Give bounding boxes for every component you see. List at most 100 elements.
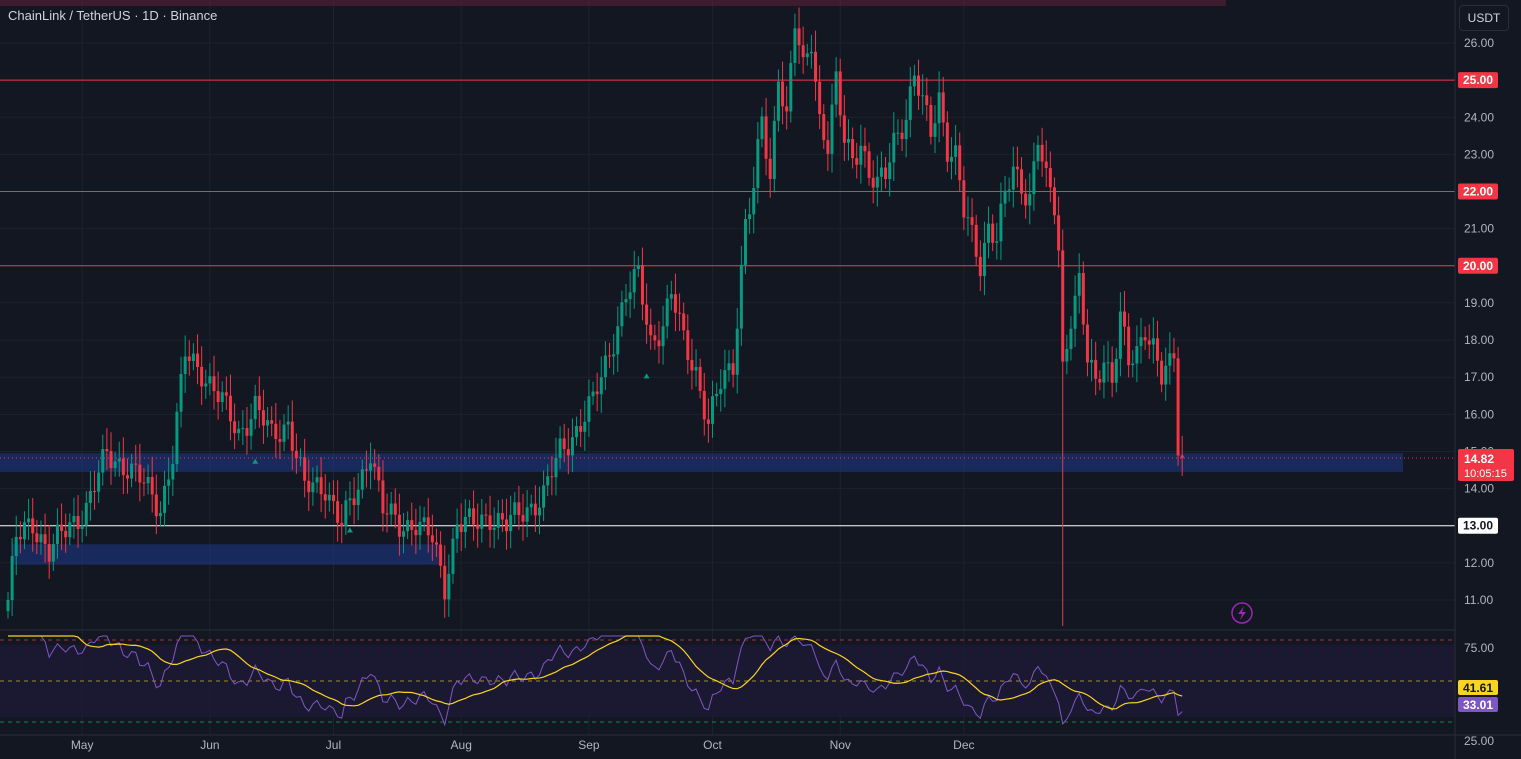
candle-body: [546, 476, 550, 486]
candle-body: [430, 535, 434, 543]
candle-body: [496, 513, 500, 528]
candle-body: [1024, 193, 1028, 206]
price-tick-label: 12.00: [1464, 556, 1494, 570]
price-tick-label: 24.00: [1464, 110, 1494, 124]
candle-body: [1057, 215, 1061, 251]
candle-body: [682, 313, 686, 331]
candle-body: [72, 516, 76, 523]
candle-body: [945, 122, 949, 162]
candle-body: [640, 265, 644, 305]
candle-body: [686, 330, 690, 360]
time-tick-label: Jun: [200, 738, 219, 752]
candle-body: [809, 51, 813, 54]
current-price-tag: 14.82 10:05:15: [1458, 449, 1514, 481]
candle-body: [785, 106, 789, 112]
candle-body: [389, 503, 393, 515]
candle-body: [1085, 324, 1089, 363]
candle-body: [307, 480, 311, 493]
candle-body: [51, 544, 55, 562]
candle-body: [822, 114, 826, 141]
candle-body: [1069, 328, 1073, 349]
candle-body: [303, 457, 307, 481]
candle-body: [488, 515, 492, 530]
candle-body: [933, 123, 937, 137]
candle-body: [575, 426, 579, 438]
rsi-ma-line: [8, 635, 1183, 710]
candle-body: [657, 340, 661, 347]
candle-body: [31, 518, 35, 534]
candle-body: [414, 529, 418, 536]
candle-body: [1048, 168, 1052, 188]
candle-body: [1176, 358, 1180, 456]
candle-body: [818, 81, 822, 115]
candle-body: [121, 458, 125, 476]
candle-body: [1077, 272, 1081, 296]
candle-body: [68, 522, 72, 538]
candle-body: [6, 600, 10, 612]
time-tick-label: May: [71, 738, 94, 752]
candle-body: [97, 472, 101, 492]
candle-body: [43, 534, 47, 545]
candle-body: [1036, 144, 1040, 162]
candle-body: [665, 298, 669, 327]
candle-body: [228, 395, 232, 422]
rsi-ma-tag: 41.61: [1458, 680, 1498, 695]
candle-body: [1131, 363, 1135, 366]
candle-body: [921, 95, 925, 97]
candle-body: [678, 312, 682, 314]
candle-body: [789, 63, 793, 112]
candle-body: [859, 145, 863, 165]
candle-body: [970, 217, 974, 225]
horizontal-levels: [0, 79, 1455, 527]
candle-body: [418, 521, 422, 536]
lightning-icon[interactable]: [1231, 602, 1253, 624]
candle-body: [1147, 340, 1151, 345]
candle-body: [101, 449, 105, 473]
candle-body: [645, 304, 649, 325]
candle-body: [311, 482, 315, 493]
time-axis: May Jun Jul Aug Sep Oct Nov Dec: [71, 738, 975, 752]
candle-body: [158, 512, 162, 517]
candle-body: [1160, 360, 1164, 385]
candle-body: [348, 498, 352, 501]
candle-body: [904, 119, 908, 139]
candle-body: [628, 292, 632, 300]
candle-body: [327, 494, 331, 501]
candle-body: [917, 75, 921, 96]
price-tick-label: 23.00: [1464, 147, 1494, 161]
candle-body: [204, 383, 208, 387]
candle-body: [385, 513, 389, 515]
candle-body: [200, 366, 204, 387]
candle-body: [748, 214, 752, 220]
candle-body: [999, 203, 1003, 242]
price-tick-label: 19.00: [1464, 296, 1494, 310]
candle-body: [579, 426, 583, 432]
candle-body: [344, 500, 348, 527]
candle-body: [801, 45, 805, 58]
candle-body: [838, 71, 842, 116]
price-tick-label: 26.00: [1464, 36, 1494, 50]
candle-body: [393, 503, 397, 515]
candle-body: [925, 95, 929, 106]
candle-body: [422, 517, 426, 522]
candle-body: [55, 524, 59, 545]
candle-body: [768, 158, 772, 179]
candle-body: [294, 450, 298, 459]
rsi-value-tag: 33.01: [1458, 697, 1498, 712]
candlesticks: [6, 7, 1184, 626]
candle-body: [1028, 194, 1032, 206]
currency-button[interactable]: USDT: [1459, 5, 1509, 31]
candle-body: [694, 366, 698, 371]
candle-body: [360, 469, 364, 490]
rsi-value: 33.01: [1463, 698, 1493, 712]
candle-body: [278, 439, 282, 442]
candle-body: [331, 494, 335, 502]
candle-body: [146, 476, 150, 484]
candle-body: [233, 421, 237, 434]
candle-body: [492, 527, 496, 530]
candle-body: [253, 395, 257, 420]
level-tag-bg: [1458, 72, 1498, 89]
candle-body: [80, 525, 84, 529]
candle-body: [459, 524, 463, 533]
